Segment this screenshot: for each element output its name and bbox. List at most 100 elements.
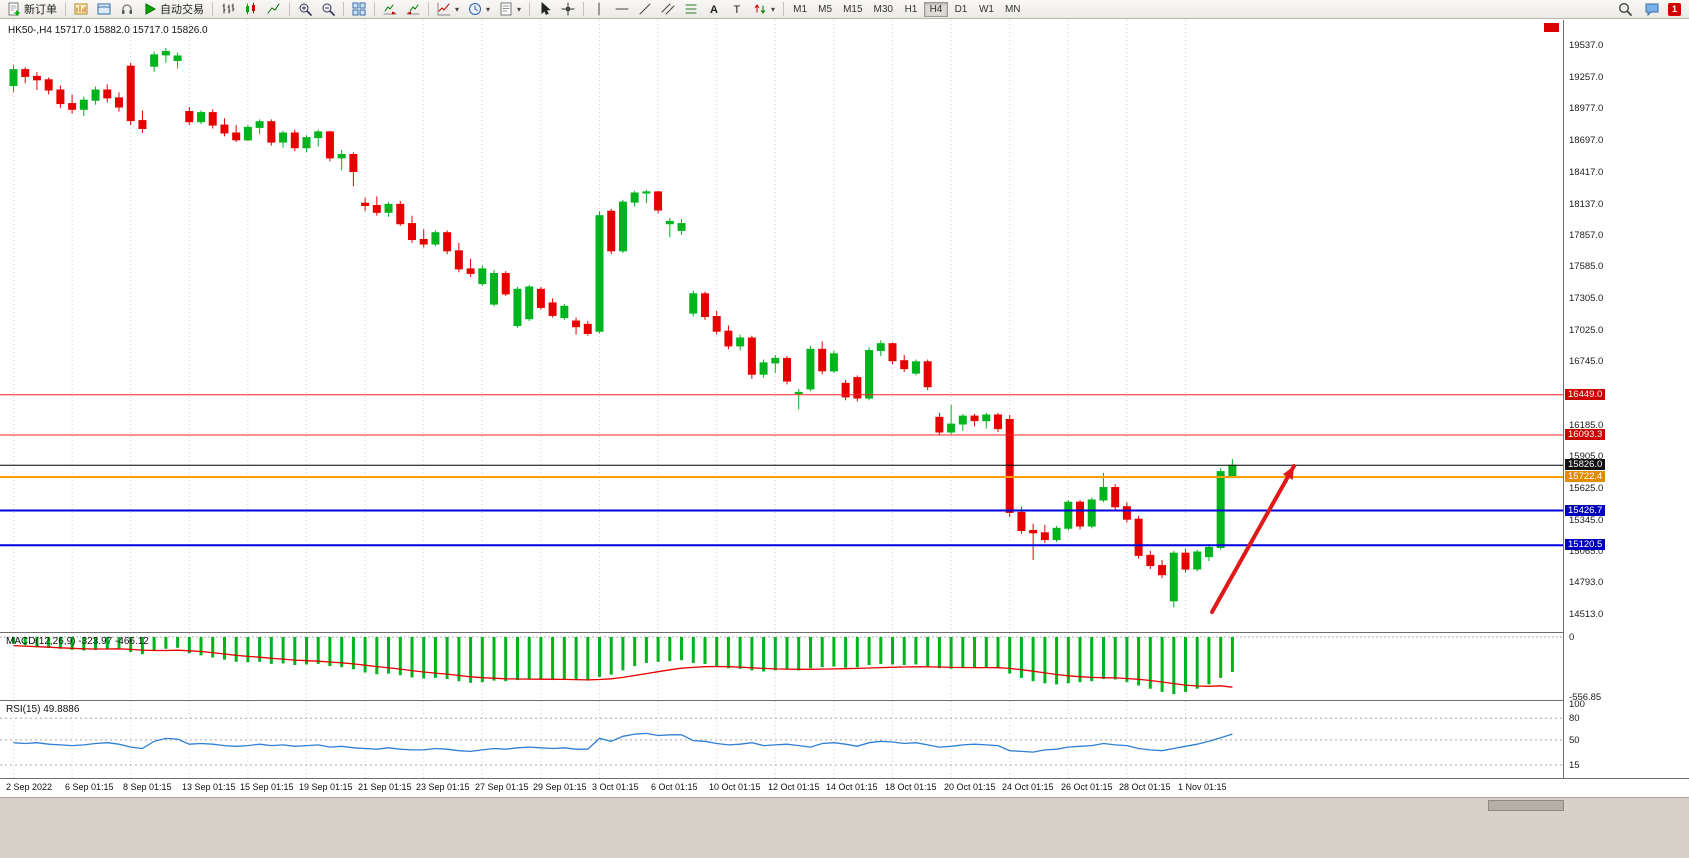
text-button[interactable]: A [703, 1, 725, 18]
new-order-button[interactable]: 新订单 [3, 1, 61, 18]
candlestick-chart-button[interactable] [240, 1, 262, 18]
price-axis-label: 18977.0 [1569, 103, 1604, 114]
time-axis[interactable]: 2 Sep 2022 6 Sep 01:15 8 Sep 01:15 13 Sep 0… [0, 779, 1689, 797]
bars-icon [221, 2, 235, 16]
new-order-icon [7, 2, 21, 16]
rsi-axis-label: 100 [1569, 699, 1585, 710]
time-axis-label: 3 Oct 01:15 [592, 782, 639, 792]
search-icon [1618, 2, 1632, 16]
chart-window-icon [74, 2, 88, 16]
price-level-badge: 15722.4 [1565, 471, 1606, 482]
horizontal-line-button[interactable] [611, 1, 633, 18]
time-axis-label: 27 Sep 01:15 [475, 782, 529, 792]
price-axis-label: 15345.0 [1569, 515, 1604, 526]
time-axis-label: 19 Sep 01:15 [299, 782, 353, 792]
auto-scroll-button[interactable] [379, 1, 401, 18]
sounds-button[interactable] [116, 1, 138, 18]
text-label-button[interactable]: T [726, 1, 748, 18]
messages-button[interactable] [1641, 1, 1663, 18]
templates-button[interactable]: ▾ [495, 1, 525, 18]
hlines-layer [0, 394, 1563, 547]
panel-splitter[interactable] [0, 632, 1689, 633]
price-axis-label: 19537.0 [1569, 40, 1604, 51]
rsi-indicator-label: RSI(15) 49.8886 [6, 704, 80, 715]
panel-splitter[interactable] [0, 700, 1689, 701]
bar-chart-button[interactable] [217, 1, 239, 18]
chat-icon [1645, 2, 1659, 16]
notifications-badge[interactable]: 1 [1668, 2, 1681, 16]
toolbar-separator [212, 2, 213, 16]
time-axis-label: 20 Oct 01:15 [944, 782, 996, 792]
toolbar-separator [529, 2, 531, 16]
vertical-line-button[interactable] [588, 1, 610, 18]
time-axis-label: 21 Sep 01:15 [358, 782, 412, 792]
price-level-badge: 15426.7 [1565, 505, 1606, 516]
price-axis-label: 15065.0 [1569, 546, 1604, 557]
ohlc-values: 15717.0 15882.0 15717.0 15826.0 [54, 25, 208, 36]
macd-signal-line [13, 644, 1233, 688]
timeframe-m5-button[interactable]: M5 [813, 2, 837, 17]
time-axis-label: 26 Oct 01:15 [1061, 782, 1113, 792]
crosshair-icon [561, 2, 575, 16]
price-axis[interactable]: 19537.0 19257.0 18977.0 18697.0 18417.0 18137… [1563, 20, 1689, 778]
timeframe-h4-button[interactable]: H4 [923, 1, 948, 17]
rsi-axis-label: 50 [1569, 735, 1580, 746]
time-axis-label: 24 Oct 01:15 [1002, 782, 1054, 792]
chart-window[interactable]: HK50-,H4 15717.0 15882.0 15717.0 15826.0… [0, 20, 1689, 858]
price-axis-label: 14513.0 [1569, 609, 1604, 620]
macd-axis-label: -556.85 [1569, 692, 1602, 703]
tile-icon [352, 2, 366, 16]
time-axis-label: 23 Sep 01:15 [416, 782, 470, 792]
chart-alert-badge [1544, 23, 1559, 32]
timeframe-mn-button[interactable]: MN [1000, 2, 1026, 17]
arrows-button[interactable]: ▾ [749, 1, 779, 18]
macd-indicator-label: MACD(12,26,9) -323.97 -466.12 [6, 636, 149, 647]
time-axis-label: 15 Sep 01:15 [240, 782, 294, 792]
equidistant-channel-button[interactable] [657, 1, 679, 18]
cursor-button[interactable] [534, 1, 556, 18]
search-button[interactable] [1614, 1, 1636, 18]
zoom-in-icon [298, 2, 312, 16]
macd-panel[interactable] [0, 633, 1563, 700]
chart-hscroll-area [0, 797, 1689, 858]
indicator-icon [437, 2, 451, 16]
charts-button[interactable] [70, 1, 92, 18]
zoom-in-button[interactable] [294, 1, 316, 18]
time-axis-label: 6 Sep 01:15 [65, 782, 114, 792]
hscrollbar-thumb[interactable] [1488, 800, 1564, 811]
price-axis-label: 16185.0 [1569, 420, 1604, 431]
line-chart-button[interactable] [263, 1, 285, 18]
timeframe-m1-button[interactable]: M1 [788, 2, 812, 17]
auto-trading-button[interactable]: 自动交易 [139, 1, 208, 18]
toolbar-right-group: 1 [1614, 1, 1686, 18]
time-axis-label: 12 Oct 01:15 [768, 782, 820, 792]
rsi-axis-label: 15 [1569, 760, 1580, 771]
fibonacci-button[interactable] [680, 1, 702, 18]
time-axis-label: 2 Sep 2022 [6, 782, 53, 792]
timeframe-h1-button[interactable]: H1 [899, 2, 923, 17]
tile-windows-button[interactable] [348, 1, 370, 18]
timeframe-m30-button[interactable]: M30 [869, 2, 898, 17]
crosshair-button[interactable] [557, 1, 579, 18]
timeframe-w1-button[interactable]: W1 [974, 2, 999, 17]
symbol-period-label: HK50-,H4 [8, 25, 52, 36]
timeframe-m15-button[interactable]: M15 [838, 2, 867, 17]
indicators-button[interactable]: ▾ [433, 1, 463, 18]
price-axis-label: 18697.0 [1569, 135, 1604, 146]
main-price-chart[interactable] [0, 20, 1563, 632]
toolbar-separator [783, 2, 785, 16]
toolbar-separator [374, 2, 375, 16]
channel-icon [661, 2, 675, 16]
periods-button[interactable]: ▾ [464, 1, 494, 18]
trendline-button[interactable] [634, 1, 656, 18]
timeframe-d1-button[interactable]: D1 [949, 2, 973, 17]
template-icon [499, 2, 513, 16]
zoom-out-button[interactable] [317, 1, 339, 18]
price-axis-label: 18137.0 [1569, 199, 1604, 210]
candles-icon [244, 2, 258, 16]
profiles-button[interactable] [93, 1, 115, 18]
rsi-panel[interactable] [0, 701, 1563, 778]
toolbar-separator [343, 2, 344, 16]
candles-layer [9, 48, 1237, 608]
chart-shift-button[interactable] [402, 1, 424, 18]
